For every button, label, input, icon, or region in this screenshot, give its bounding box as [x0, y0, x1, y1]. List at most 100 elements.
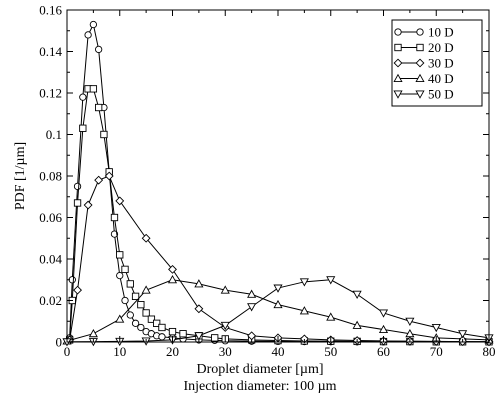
legend-label: 30 D	[428, 56, 454, 71]
data-point	[110, 230, 119, 238]
data-point	[273, 284, 283, 293]
legend-marker	[416, 28, 424, 36]
x-tick-label: 80	[483, 344, 496, 359]
x-tick-label: 50	[324, 344, 337, 359]
legend: 10 D20 D30 D40 D50 D	[391, 19, 483, 107]
data-point	[126, 311, 134, 319]
data-point	[73, 182, 82, 191]
legend-marker	[394, 43, 402, 52]
series-4	[62, 275, 494, 345]
data-point	[79, 93, 87, 101]
data-point	[378, 309, 389, 318]
injection-diameter-note: Injection diameter: 100 µm	[183, 379, 336, 394]
legend-marker	[394, 28, 402, 36]
data-point	[458, 330, 468, 339]
data-point	[142, 309, 150, 317]
series-3	[65, 171, 494, 347]
data-point	[116, 251, 124, 259]
data-point	[158, 333, 166, 341]
legend-marker	[415, 73, 425, 82]
data-point	[88, 328, 98, 338]
ticks-layer: 0 10 20 30 40 50 60 70 80 0 0.02 0.04 0.06 0.08 0.1 0.1…	[39, 3, 495, 360]
data-point	[220, 321, 230, 331]
data-point	[95, 45, 103, 54]
y-tick-label: 0	[56, 335, 63, 350]
y-tick-label: 0.1	[46, 127, 62, 142]
legend-label: 10 D	[428, 25, 454, 40]
data-point	[194, 279, 204, 288]
y-tick-label: 0.12	[39, 86, 62, 101]
data-point	[299, 278, 309, 287]
data-point	[168, 327, 177, 336]
legend-label: 40 D	[428, 71, 454, 86]
legend-label: 20 D	[428, 40, 454, 55]
data-point	[137, 323, 145, 332]
data-point	[89, 20, 98, 29]
data-point	[247, 289, 257, 298]
legend-item: 10 D	[394, 25, 454, 40]
x-tick-label: 20	[166, 344, 179, 359]
data-point	[167, 275, 178, 284]
x-tick-label: 60	[377, 344, 390, 359]
data-point	[121, 265, 129, 274]
legend-item: 30 D	[393, 56, 454, 71]
x-tick-label: 30	[219, 344, 232, 359]
data-point	[115, 196, 125, 206]
legend-item: 40 D	[393, 71, 454, 86]
series-5	[62, 276, 494, 347]
legend-marker	[415, 58, 425, 68]
x-tick-label: 40	[272, 344, 285, 359]
data-point	[158, 323, 166, 332]
data-point	[141, 285, 151, 294]
series-layer	[62, 20, 494, 347]
data-point	[378, 324, 389, 334]
data-point	[153, 319, 161, 327]
x-tick-label: 0	[64, 344, 71, 359]
y-tick-label: 0.16	[39, 3, 62, 18]
data-point	[405, 328, 415, 338]
legend-label: 50 D	[428, 87, 454, 102]
data-point	[126, 280, 134, 288]
data-point	[352, 290, 362, 300]
legend-marker	[393, 58, 403, 68]
legend-marker	[393, 90, 403, 99]
data-point	[84, 31, 92, 39]
y-axis-label: PDF [1/µm]	[13, 142, 28, 210]
data-point	[220, 285, 230, 294]
data-point	[73, 285, 82, 295]
data-point	[137, 301, 145, 309]
y-tick-label: 0.04	[39, 252, 62, 267]
data-point	[79, 124, 87, 132]
data-point	[83, 200, 93, 210]
data-point	[131, 319, 140, 327]
data-point	[110, 213, 119, 222]
data-point	[147, 315, 156, 323]
data-point	[211, 334, 219, 342]
data-point	[194, 332, 204, 341]
data-point	[431, 323, 441, 333]
data-point	[273, 299, 283, 309]
x-axis-label: Droplet diameter [µm]	[196, 362, 323, 377]
legend-item: 50 D	[393, 87, 454, 102]
data-point	[194, 304, 204, 314]
data-point	[168, 264, 177, 274]
data-point	[89, 85, 98, 93]
data-point	[68, 276, 76, 284]
data-point	[100, 130, 108, 139]
legend-marker	[393, 73, 403, 82]
data-point	[247, 303, 257, 312]
data-point	[115, 314, 125, 323]
y-tick-label: 0.08	[39, 169, 62, 184]
data-point	[121, 296, 129, 305]
data-point	[94, 103, 103, 112]
y-tick-label: 0.06	[39, 210, 62, 225]
x-tick-label: 70	[430, 344, 443, 359]
x-tick-label: 10	[113, 344, 126, 359]
data-point	[326, 276, 336, 285]
data-point	[179, 330, 187, 338]
data-point	[299, 334, 309, 344]
data-point	[104, 171, 114, 181]
data-point	[141, 233, 151, 243]
y-tick-label: 0.14	[39, 44, 62, 59]
